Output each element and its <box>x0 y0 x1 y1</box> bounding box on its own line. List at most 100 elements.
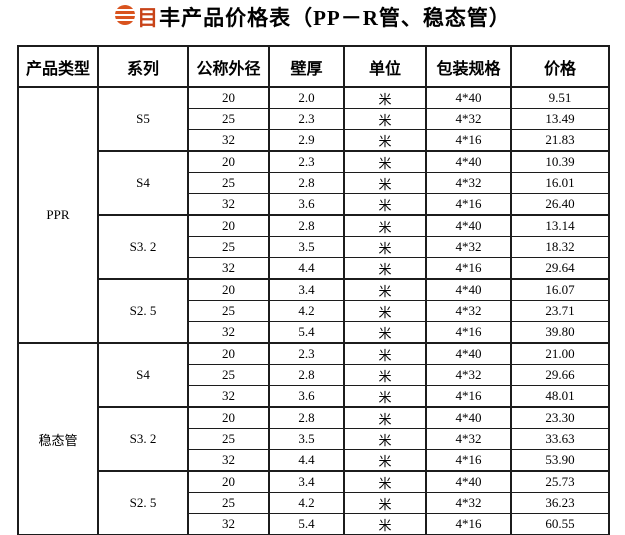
price-cell: 25.73 <box>510 470 610 493</box>
price-cell: 9.51 <box>510 86 610 109</box>
price-cell: 53.90 <box>510 449 610 472</box>
wall-thickness-cell: 4.2 <box>268 492 345 514</box>
unit-cell: 米 <box>343 214 427 237</box>
unit-cell: 米 <box>343 470 427 493</box>
table-row: PPR S5 20 2.0 米 4*40 9.51 <box>17 86 610 344</box>
wall-thickness-cell: 2.0 <box>268 86 345 109</box>
brand-logo-icon <box>114 4 137 32</box>
header-product-type: 产品类型 <box>17 45 99 88</box>
table-header-row: 产品类型 系列 公称外径 壁厚 单位 包装规格 价格 <box>17 45 610 88</box>
package-spec-cell: 4*16 <box>425 321 512 344</box>
outer-diameter-cell: 25 <box>187 172 270 194</box>
table-row: 32 5.4 米 4*16 39.80 <box>18 321 610 344</box>
wall-thickness-cell: 3.5 <box>268 236 345 258</box>
wall-thickness-cell: 3.4 <box>268 278 345 301</box>
outer-diameter-cell: 25 <box>187 428 270 450</box>
price-table: 产品类型 系列 公称外径 壁厚 单位 包装规格 价格 PPR S5 20 2.0 米 4*… <box>17 45 610 535</box>
package-spec-cell: 4*40 <box>425 86 512 109</box>
price-cell: 21.00 <box>510 342 610 365</box>
package-spec-cell: 4*32 <box>425 492 512 514</box>
outer-diameter-cell: 32 <box>187 193 270 216</box>
series-cell: S5 <box>97 86 189 152</box>
package-spec-cell: 4*32 <box>425 364 512 386</box>
price-cell: 26.40 <box>510 193 610 216</box>
unit-cell: 米 <box>343 406 427 429</box>
price-cell: 23.30 <box>510 406 610 429</box>
price-cell: 13.49 <box>510 108 610 130</box>
wall-thickness-cell: 3.4 <box>268 470 345 493</box>
table-row: S3. 2 20 2.8 米 4*40 13.14 <box>18 214 610 280</box>
package-spec-cell: 4*32 <box>425 108 512 130</box>
series-cell: S2. 5 <box>97 470 189 535</box>
price-cell: 16.07 <box>510 278 610 301</box>
outer-diameter-cell: 32 <box>187 513 270 535</box>
unit-cell: 米 <box>343 257 427 280</box>
package-spec-cell: 4*32 <box>425 172 512 194</box>
wall-thickness-cell: 2.8 <box>268 364 345 386</box>
outer-diameter-cell: 32 <box>187 129 270 152</box>
series-cell: S2. 5 <box>97 278 189 344</box>
price-cell: 39.80 <box>510 321 610 344</box>
unit-cell: 米 <box>343 172 427 194</box>
outer-diameter-cell: 20 <box>187 342 270 365</box>
header-unit: 单位 <box>343 45 427 88</box>
unit-cell: 米 <box>343 428 427 450</box>
unit-cell: 米 <box>343 193 427 216</box>
wall-thickness-cell: 4.2 <box>268 300 345 322</box>
product-type-cell: PPR <box>17 86 99 344</box>
package-spec-cell: 4*40 <box>425 470 512 493</box>
price-cell: 10.39 <box>510 150 610 173</box>
package-spec-cell: 4*40 <box>425 214 512 237</box>
table-row: 32 3.6 米 4*16 48.01 <box>18 385 610 408</box>
wall-thickness-cell: 4.4 <box>268 449 345 472</box>
outer-diameter-cell: 20 <box>187 86 270 109</box>
series-cell: S3. 2 <box>97 214 189 280</box>
price-cell: 29.66 <box>510 364 610 386</box>
package-spec-cell: 4*16 <box>425 193 512 216</box>
price-cell: 13.14 <box>510 214 610 237</box>
price-table-body: PPR S5 20 2.0 米 4*40 9.51 25 2.3 米 4*32 13.49 32 2.9 米… <box>17 86 610 535</box>
unit-cell: 米 <box>343 108 427 130</box>
wall-thickness-cell: 3.5 <box>268 428 345 450</box>
table-row: 25 3.5 米 4*32 18.32 <box>18 236 610 258</box>
price-cell: 21.83 <box>510 129 610 152</box>
series-cell: S4 <box>97 342 189 408</box>
package-spec-cell: 4*32 <box>425 428 512 450</box>
price-cell: 36.23 <box>510 492 610 514</box>
unit-cell: 米 <box>343 236 427 258</box>
price-cell: 48.01 <box>510 385 610 408</box>
table-row: S3. 2 20 2.8 米 4*40 23.30 <box>18 406 610 472</box>
outer-diameter-cell: 32 <box>187 385 270 408</box>
package-spec-cell: 4*40 <box>425 150 512 173</box>
table-row: 32 3.6 米 4*16 26.40 <box>18 193 610 216</box>
wall-thickness-cell: 3.6 <box>268 193 345 216</box>
wall-thickness-cell: 3.6 <box>268 385 345 408</box>
table-row: S4 20 2.3 米 4*40 10.39 <box>18 150 610 216</box>
outer-diameter-cell: 32 <box>187 321 270 344</box>
header-package-spec: 包装规格 <box>425 45 512 88</box>
wall-thickness-cell: 2.8 <box>268 214 345 237</box>
outer-diameter-cell: 32 <box>187 449 270 472</box>
wall-thickness-cell: 2.8 <box>268 172 345 194</box>
unit-cell: 米 <box>343 513 427 535</box>
table-row: 25 2.8 米 4*32 16.01 <box>18 172 610 194</box>
series-cell: S3. 2 <box>97 406 189 472</box>
unit-cell: 米 <box>343 385 427 408</box>
table-row: 25 4.2 米 4*32 36.23 <box>18 492 610 514</box>
outer-diameter-cell: 25 <box>187 492 270 514</box>
package-spec-cell: 4*16 <box>425 129 512 152</box>
unit-cell: 米 <box>343 86 427 109</box>
price-cell: 60.55 <box>510 513 610 535</box>
outer-diameter-cell: 20 <box>187 150 270 173</box>
wall-thickness-cell: 5.4 <box>268 513 345 535</box>
price-cell: 18.32 <box>510 236 610 258</box>
header-price: 价格 <box>510 45 610 88</box>
unit-cell: 米 <box>343 342 427 365</box>
package-spec-cell: 4*16 <box>425 385 512 408</box>
table-row: S2. 5 20 3.4 米 4*40 25.73 <box>18 470 610 535</box>
unit-cell: 米 <box>343 150 427 173</box>
outer-diameter-cell: 20 <box>187 214 270 237</box>
package-spec-cell: 4*40 <box>425 278 512 301</box>
package-spec-cell: 4*16 <box>425 257 512 280</box>
table-row: 25 4.2 米 4*32 23.71 <box>18 300 610 322</box>
